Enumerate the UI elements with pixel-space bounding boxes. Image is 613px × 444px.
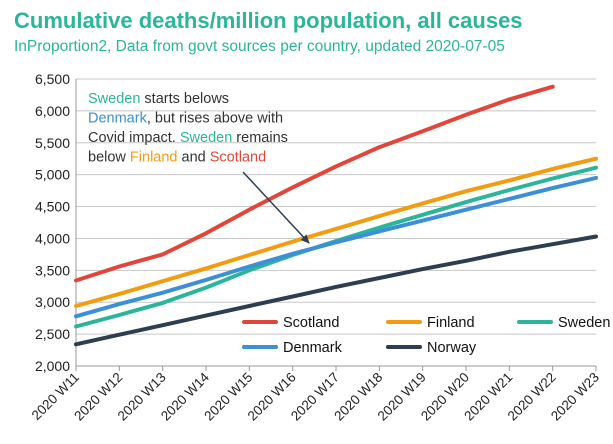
annotation-segment: and — [177, 150, 209, 166]
chart-subtitle: InProportion2, Data from govt sources pe… — [14, 38, 505, 55]
annotation-line: Covid impact. Sweden remains — [88, 130, 288, 146]
series-line-finland — [74, 156, 598, 308]
y-tick-label: 2,000 — [35, 358, 70, 374]
legend-label: Sweden — [558, 315, 610, 331]
annotation-segment: Scotland — [210, 150, 266, 166]
y-tick-label: 5,500 — [35, 135, 70, 151]
annotation-segment: Sweden — [88, 91, 140, 107]
y-tick-label: 2,500 — [35, 326, 70, 342]
annotation-segment: below — [88, 150, 130, 166]
annotation-segment: remains — [232, 130, 288, 146]
annotation-line: below Finland and Scotland — [88, 150, 266, 166]
y-tick-label: 3,500 — [35, 262, 70, 278]
series-lines — [74, 84, 598, 347]
series-line-scotland — [74, 84, 555, 283]
annotation-arrow — [242, 171, 310, 244]
y-tick-label: 4,500 — [35, 199, 70, 215]
legend-label: Finland — [427, 315, 475, 331]
legend-label: Norway — [427, 340, 477, 356]
annotation: Sweden starts belows Denmark, but rises a… — [88, 91, 310, 244]
y-tick-label: 3,000 — [35, 294, 70, 310]
annotation-segment: Finland — [130, 150, 178, 166]
chart-title: Cumulative deaths/million population, al… — [14, 8, 523, 33]
legend-label: Denmark — [283, 340, 343, 356]
annotation-segment: starts belows — [140, 91, 229, 107]
annotation-segment: Denmark — [88, 111, 148, 127]
annotation-segment: Sweden — [180, 130, 232, 146]
annotation-segment: , but rises above with — [147, 111, 283, 127]
y-tick-label: 6,000 — [35, 103, 70, 119]
y-tick-label: 4,000 — [35, 230, 70, 246]
series-line-norway — [74, 234, 598, 347]
y-tick-label: 5,000 — [35, 167, 70, 183]
y-axis-ticks: 2,000 2,500 3,000 3,500 4,000 4,500 5,000 5,500… — [35, 71, 70, 374]
y-tick-label: 6,500 — [35, 71, 70, 87]
annotation-line: Sweden starts belows — [88, 91, 229, 107]
series-line-denmark — [74, 175, 598, 319]
annotation-segment: Covid impact. — [88, 130, 180, 146]
legend: Scotland Finland Sweden Denmark Norway — [242, 315, 610, 356]
legend-label: Scotland — [283, 315, 339, 331]
annotation-line: Denmark, but rises above with — [88, 111, 283, 127]
